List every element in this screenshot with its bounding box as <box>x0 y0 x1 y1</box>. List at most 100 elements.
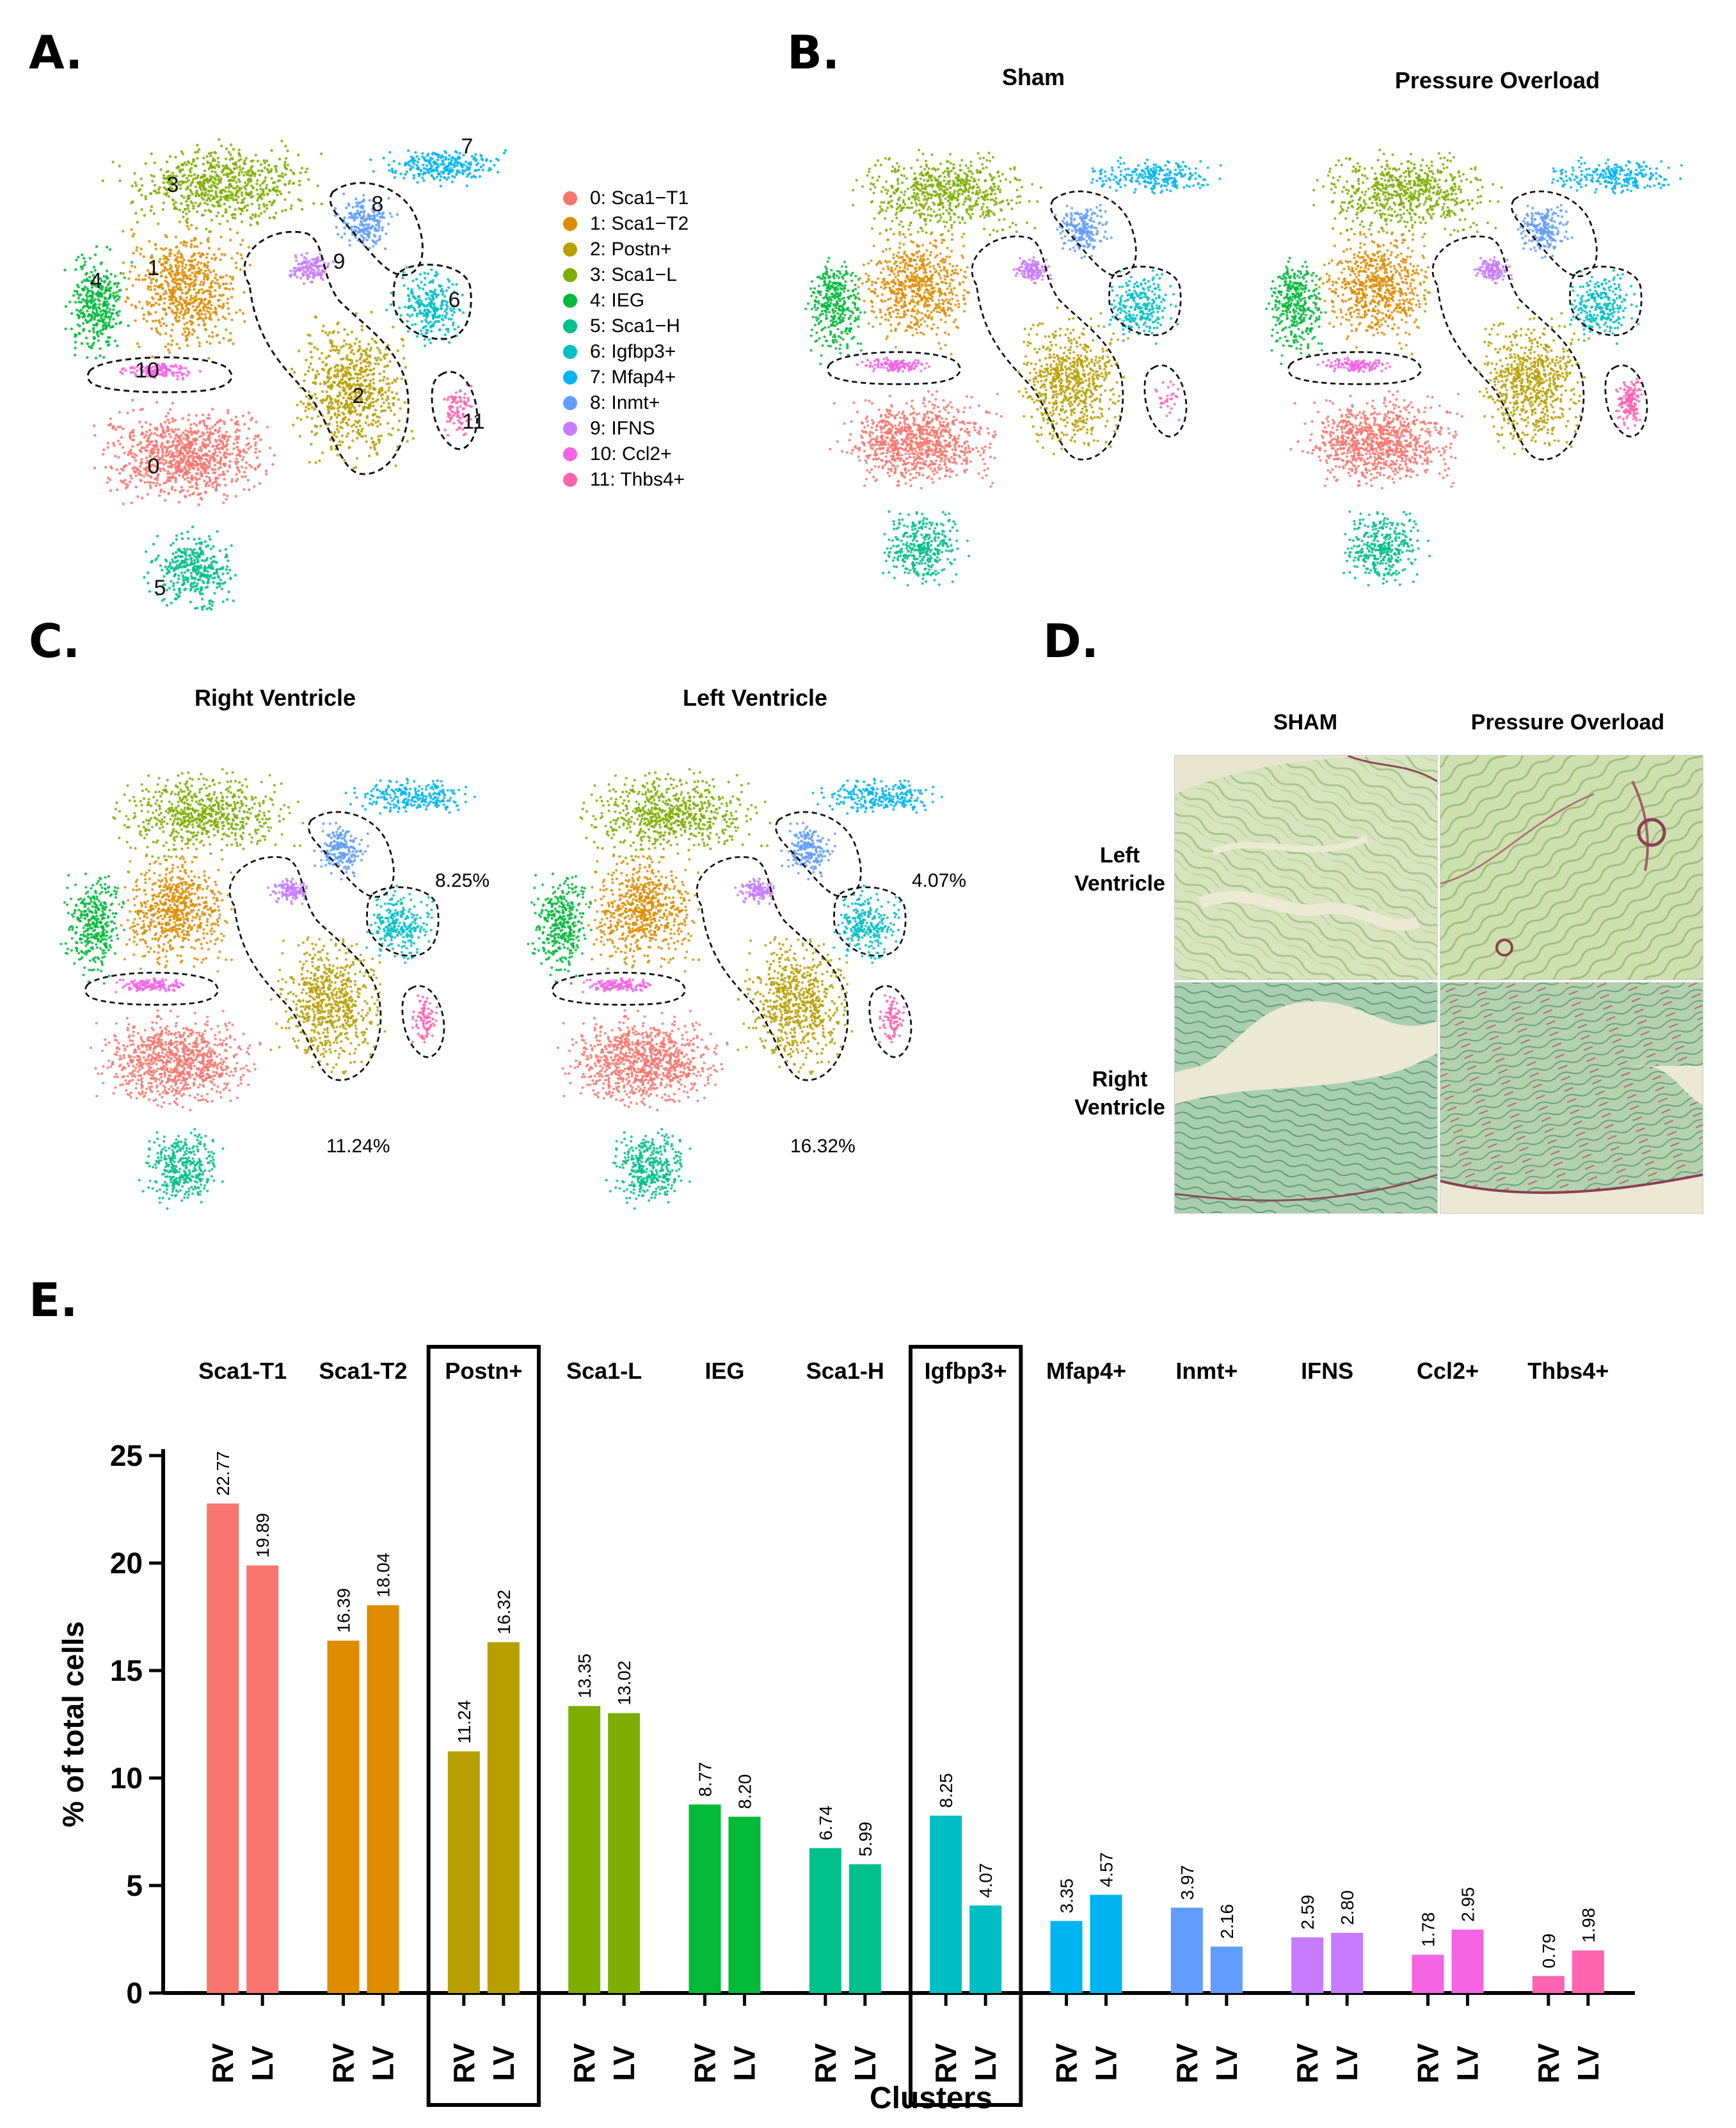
bar-chart-cluster-percentages: 0 5 10 15 20 25 % of total cells Clusters Sca1-T… <box>56 1345 1635 2115</box>
bar-series-label: LV <box>848 2045 882 2081</box>
histology-overload-lv <box>1440 755 1703 980</box>
bar-rv <box>809 1848 841 1993</box>
bar-lv <box>367 1605 399 1993</box>
category-header: Mfap4+ <box>1046 1358 1126 1384</box>
rv-label-line2: Ventricle <box>1037 1093 1203 1122</box>
legend-label: 1: Sca1−T2 <box>590 211 689 237</box>
bar-value-label: 6.74 <box>816 1806 836 1841</box>
legend-item: 2: Postn+ <box>563 237 689 262</box>
bar-series-label: LV <box>1090 2045 1123 2081</box>
bar-value-label: 2.80 <box>1337 1890 1357 1925</box>
rv-postn-percent: 11.24% <box>326 1136 390 1157</box>
bar-series-label: LV <box>246 2045 279 2081</box>
bar-series-label: RV <box>1170 2043 1204 2083</box>
legend-label: 0: Sca1−T1 <box>590 186 689 211</box>
legend-swatch <box>563 447 577 461</box>
legend-swatch <box>563 370 577 385</box>
bar-series-label: RV <box>929 2043 962 2083</box>
cluster-number-label: 9 <box>333 250 346 274</box>
cluster-number-label: 7 <box>461 134 474 159</box>
highlight-box <box>426 1345 541 2107</box>
histology-overload-rv <box>1440 982 1703 1214</box>
bar-rv <box>689 1804 721 1993</box>
cluster-outlines <box>84 811 445 1081</box>
legend-item: 7: Mfap4+ <box>563 365 689 390</box>
bar-value-label: 2.16 <box>1217 1904 1237 1939</box>
y-tick-label: 0 <box>126 1976 143 2010</box>
bar-lv <box>246 1565 279 1993</box>
legend-label: 4: IEG <box>590 288 644 314</box>
legend-item: 5: Sca1−H <box>563 314 689 339</box>
y-tick-label: 5 <box>126 1869 143 1902</box>
bar-value-label: 8.20 <box>735 1774 755 1809</box>
legend-swatch <box>563 217 577 231</box>
bar-value-label: 1.98 <box>1579 1908 1598 1943</box>
bar-lv <box>1210 1946 1243 1993</box>
bar-series-label: LV <box>1451 2045 1485 2081</box>
bar-value-label: 4.57 <box>1097 1852 1117 1887</box>
bar-series-label: RV <box>1532 2043 1565 2083</box>
bar-lv <box>848 1864 881 1993</box>
subtitle-right-ventricle: Right Ventricle <box>154 685 397 711</box>
bar-series-label: RV <box>327 2043 360 2083</box>
lv-label-line1: Left <box>1037 841 1203 869</box>
legend-label: 3: Sca1−L <box>590 262 677 288</box>
cluster-outlines <box>1287 190 1648 461</box>
bar-value-label: 4.07 <box>976 1863 996 1898</box>
category-header: Thbs4+ <box>1527 1358 1609 1384</box>
cluster-legend: 0: Sca1−T1 1: Sca1−T2 2: Postn+ 3: Sca1−L 4:… <box>563 186 689 493</box>
legend-swatch <box>563 319 577 333</box>
y-axis-label: % of total cells <box>56 1621 90 1827</box>
cluster-outlines <box>552 811 912 1081</box>
rv-igfbp3-percent: 8.25% <box>435 870 490 892</box>
bar-lv <box>1331 1932 1364 1993</box>
highlight-box <box>909 1345 1023 2107</box>
cell-points <box>527 768 943 1211</box>
bar-value-label: 3.35 <box>1057 1878 1077 1914</box>
bar-value-label: 16.39 <box>334 1588 354 1633</box>
legend-label: 10: Ccl2+ <box>590 441 672 467</box>
cluster-number-label: 1 <box>148 256 160 280</box>
bar-rv <box>447 1751 480 1993</box>
bar-lv <box>1090 1894 1122 1993</box>
bar-value-label: 11.24 <box>454 1700 474 1743</box>
panel-letter-d: D. <box>1043 614 1099 668</box>
bar-lv <box>728 1816 761 1993</box>
bar-series-label: RV <box>809 2043 842 2083</box>
legend-item: 3: Sca1−L <box>563 262 689 288</box>
cluster-number-label: 5 <box>154 576 166 600</box>
bar-series-label: LV <box>1330 2045 1364 2081</box>
bar-series-label: LV <box>487 2045 520 2081</box>
bar-value-label: 8.25 <box>936 1773 956 1808</box>
legend-label: 7: Mfap4+ <box>590 365 676 390</box>
bar-rv <box>1170 1907 1203 1993</box>
bar-series-label: LV <box>1210 2045 1243 2081</box>
legend-item: 9: IFNS <box>563 416 689 441</box>
cell-points <box>60 768 476 1211</box>
bar-value-label: 19.89 <box>253 1513 273 1558</box>
cluster-number-label: 3 <box>167 173 179 197</box>
bar-rv <box>327 1640 360 1993</box>
category-header: Sca1-T2 <box>319 1358 407 1384</box>
histology-sham-rv <box>1174 982 1438 1214</box>
panel-letter-b: B. <box>787 26 840 79</box>
cell-points <box>804 148 1222 587</box>
lv-postn-percent: 16.32% <box>790 1136 856 1157</box>
umap-panel-b-sham <box>804 148 1222 587</box>
panel-letter-e: E. <box>29 1273 78 1327</box>
lv-igfbp3-percent: 4.07% <box>912 870 966 892</box>
bar-value-label: 13.02 <box>614 1660 634 1705</box>
panel-letter-a: A. <box>29 26 83 79</box>
bar-value-label: 16.32 <box>494 1590 514 1635</box>
cluster-number-label: 10 <box>135 358 159 383</box>
bar-series-label: RV <box>568 2043 601 2083</box>
category-header: Postn+ <box>445 1358 522 1384</box>
category-header: IEG <box>705 1358 744 1384</box>
legend-label: 8: Inmt+ <box>590 390 660 416</box>
cluster-number-label: 2 <box>353 384 365 408</box>
bar-series-label: RV <box>206 2043 239 2083</box>
category-header: Sca1-H <box>806 1358 884 1384</box>
umap-panel-c-lv <box>527 768 943 1211</box>
legend-swatch <box>563 294 577 308</box>
histo-row-right-ventricle: Right Ventricle <box>1037 1065 1203 1122</box>
